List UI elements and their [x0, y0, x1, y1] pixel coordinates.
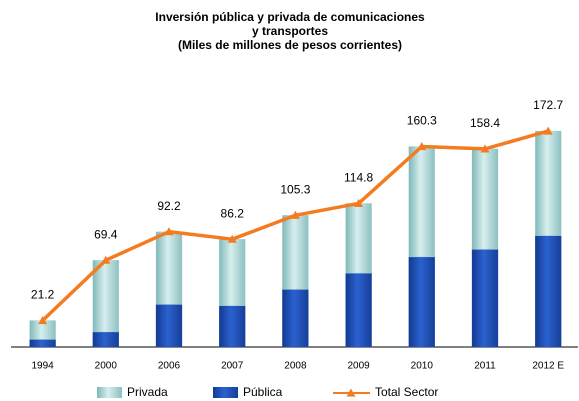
x-tick-label: 2000 — [95, 361, 118, 372]
bar — [92, 260, 119, 333]
marker — [354, 198, 364, 208]
x-tick-label: 2012 E — [532, 361, 564, 372]
chart-title: (Miles de millones de pesos corrientes) — [178, 38, 402, 52]
legend-swatch — [346, 388, 356, 397]
data-label: 69.4 — [94, 227, 118, 241]
x-tick-label: 2011 — [474, 361, 496, 372]
data-label: 92.2 — [157, 199, 181, 213]
bar — [345, 203, 372, 274]
x-tick-label: 2010 — [411, 361, 434, 372]
x-tick-label: 1994 — [31, 361, 54, 372]
data-label: 105.3 — [280, 182, 310, 196]
legend-label: Total Sector — [375, 385, 438, 399]
marker — [543, 126, 553, 135]
data-label: 86.2 — [221, 206, 245, 220]
bar — [219, 305, 246, 348]
data-label: 158.4 — [470, 116, 500, 130]
bar — [408, 256, 435, 348]
marker — [480, 144, 490, 153]
marker — [227, 234, 237, 243]
marker — [101, 255, 111, 264]
bar — [535, 235, 562, 348]
bar — [219, 239, 246, 306]
marker — [417, 142, 427, 151]
bar — [535, 130, 562, 236]
chart-title: Inversión pública y privada de comunicac… — [155, 10, 425, 24]
bar — [345, 273, 372, 348]
bar — [408, 146, 435, 258]
bar — [471, 148, 499, 250]
data-label: 160.3 — [407, 114, 437, 128]
bar — [282, 215, 309, 290]
legend-swatch — [213, 387, 238, 398]
legend-swatch — [97, 387, 122, 398]
marker — [290, 210, 300, 219]
bar — [471, 249, 499, 348]
data-label: 114.8 — [344, 171, 373, 185]
marker — [38, 315, 48, 325]
x-tick-label: 2006 — [158, 361, 181, 372]
bar — [155, 231, 183, 305]
legend-label: Privada — [127, 385, 168, 399]
bar — [282, 289, 309, 348]
bar — [92, 331, 119, 348]
x-tick-label: 2007 — [221, 361, 244, 372]
x-tick-label: 2009 — [347, 361, 370, 372]
marker — [164, 227, 174, 236]
data-label: 21.2 — [31, 288, 55, 302]
data-label: 172.7 — [533, 98, 563, 112]
legend-label: Pública — [243, 385, 283, 399]
x-tick-label: 2008 — [284, 361, 307, 372]
bar — [155, 304, 183, 348]
chart-title: y transportes — [252, 24, 328, 38]
bar — [29, 339, 56, 348]
